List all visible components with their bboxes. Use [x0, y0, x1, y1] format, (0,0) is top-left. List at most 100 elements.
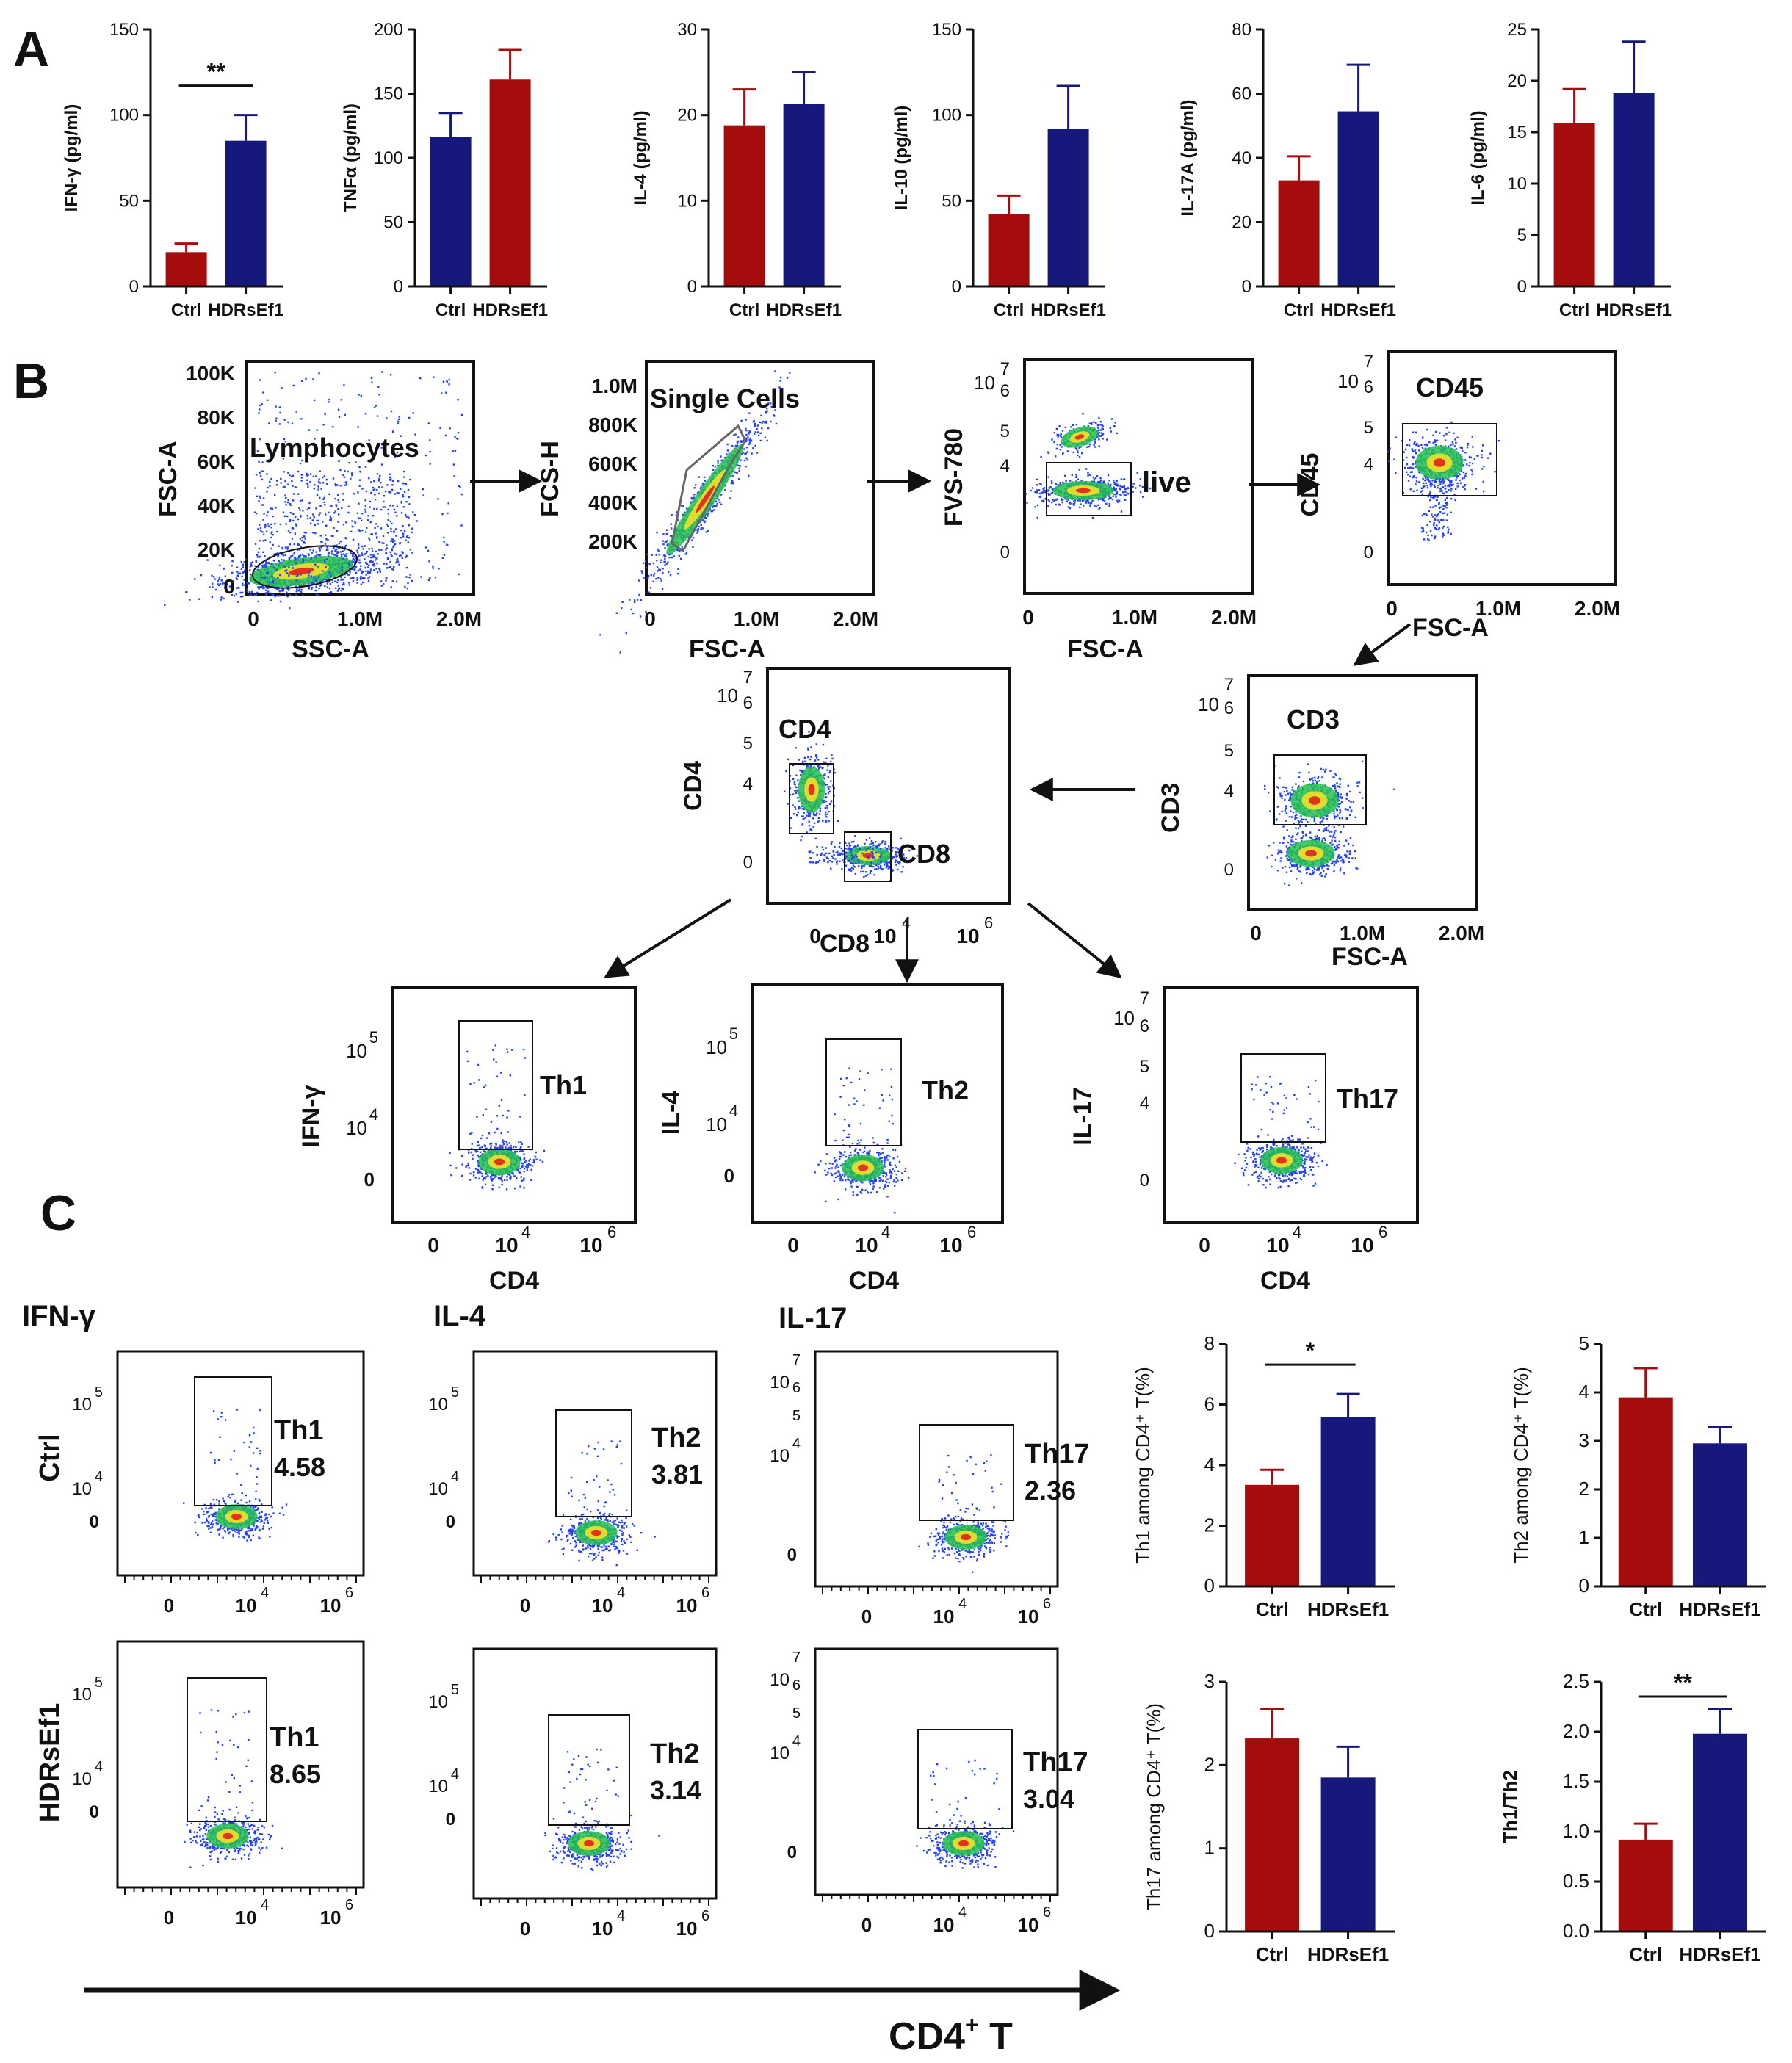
c-header-il17: IL-17	[778, 1302, 847, 1334]
y-tick-label: 7	[1000, 359, 1010, 379]
x-tick-label: 4	[958, 1596, 967, 1612]
y-tick-label: 25	[1507, 20, 1527, 40]
subset-gate	[548, 1714, 630, 1826]
plot-frame	[751, 983, 1004, 1224]
density-peak	[1309, 796, 1320, 805]
y-tick-label: 4	[1140, 1094, 1149, 1113]
x-tick-label: 4	[261, 1585, 269, 1601]
bar-ctrl	[430, 137, 472, 286]
y-tick-label: 6	[743, 693, 753, 713]
subset-gate	[458, 1020, 533, 1150]
y-tick-label: 0	[1204, 1920, 1215, 1942]
x-tick-label: 0	[427, 1234, 439, 1257]
sparse-events	[563, 1748, 619, 1815]
x-axis-label: FSC-A	[1332, 943, 1408, 971]
bar-ctrl	[1553, 123, 1595, 286]
plot-frame	[814, 1350, 1059, 1588]
gate-label: CD45	[1416, 372, 1484, 402]
density-peak	[696, 485, 715, 513]
subset-label: Th2	[651, 1423, 701, 1453]
single-cell-gate	[671, 424, 747, 553]
x-tick-label: 10	[1351, 1234, 1373, 1257]
y-tick-label: 7	[1364, 352, 1373, 372]
x-tick-label: 4	[902, 914, 911, 932]
y-axis-label: TNFα (pg/ml)	[341, 104, 361, 212]
x-tick-label: 10	[676, 1918, 698, 1940]
density-peak	[808, 784, 815, 795]
y-axis-label: Th1/Th2	[1499, 1770, 1521, 1843]
y-tick-label: 0	[1000, 543, 1010, 563]
y-tick-label: 0.5	[1563, 1870, 1589, 1892]
gate-label: Single Cells	[650, 383, 800, 413]
bar-hdrsef1	[489, 79, 531, 286]
y-tick-label: 100	[109, 106, 139, 126]
category-label: HDRsEf1	[208, 300, 283, 320]
density-peak	[960, 1533, 972, 1541]
density-peak	[1276, 1157, 1287, 1164]
x-tick-label: 10	[579, 1234, 602, 1257]
y-tick-label: 5	[1517, 225, 1527, 245]
y-tick-label: 0	[90, 1802, 99, 1822]
x-tick-label: 0	[520, 1918, 530, 1940]
x-tick-label: 6	[1043, 1904, 1051, 1921]
y-tick-label: 1.0	[1563, 1820, 1589, 1842]
y-tick-label: 0	[1579, 1575, 1589, 1597]
sparse-events	[1251, 1076, 1320, 1142]
density-peak	[494, 1158, 505, 1166]
y-tick-label: 15	[1507, 123, 1527, 142]
bar-hdrsef1	[1047, 129, 1089, 286]
y-tick-label: 4	[1204, 1453, 1215, 1475]
y-tick-label: 4	[451, 1469, 459, 1485]
subset-percentage: 2.36	[1025, 1475, 1076, 1506]
significance-marker: **	[207, 59, 225, 85]
y-tick-label: 60K	[198, 450, 235, 473]
y-tick-label: 10	[428, 1777, 448, 1796]
y-tick-label: 4	[451, 1766, 459, 1782]
lymphocyte-gate	[251, 545, 358, 589]
y-tick-label: 20K	[198, 538, 235, 561]
x-tick-label: 10	[592, 1594, 613, 1616]
y-tick-label: 10	[770, 1670, 790, 1690]
x-tick-label: 10	[1018, 1914, 1039, 1936]
bar-chart-4: Ctrl HDRsEf1 0 20 40 60 80 IL-17A (pg/ml)	[1178, 20, 1396, 320]
bar-chart-2: Ctrl HDRsEf1 0 10 20 30 IL-4 (pg/ml)	[631, 20, 842, 320]
gating-plot-cd45: CD45 0 1.0M 2.0M FSC-A 107 6 5 4 0 CD45	[1296, 350, 1620, 642]
sparse-events	[1421, 477, 1453, 541]
category-label: Ctrl	[1629, 1598, 1662, 1620]
category-label: HDRsEf1	[1596, 300, 1672, 320]
cd3-gate	[1273, 754, 1367, 825]
x-tick-label: 10	[873, 925, 896, 947]
plot-frame	[1387, 350, 1617, 586]
plot-frame	[391, 986, 637, 1224]
cd45-gate	[1402, 423, 1497, 496]
subset-label: Th17	[1023, 1747, 1088, 1778]
subset-label: Th2	[650, 1738, 700, 1769]
category-label: Ctrl	[171, 300, 201, 320]
y-tick-label: 10	[706, 1113, 727, 1135]
bar-hdrsef1	[1320, 1777, 1376, 1932]
y-tick-label: 6	[1364, 377, 1373, 397]
x-tick-label: 0	[164, 1907, 174, 1929]
x-tick-label: 6	[345, 1585, 353, 1601]
y-tick-label: 4	[792, 1436, 801, 1452]
cd4-gate	[789, 763, 834, 834]
density-peak	[862, 853, 874, 859]
arrow-cd4-to-th1	[604, 898, 732, 978]
y-axis-label: FSC-A	[154, 441, 182, 517]
density-peak	[590, 1529, 602, 1536]
y-tick-label: 200	[374, 20, 403, 40]
density-peak	[288, 567, 314, 576]
x-tick-label: 0	[644, 607, 656, 630]
plot-frame	[472, 1647, 718, 1900]
x-axis-label: FSC-A	[1412, 614, 1489, 642]
x-axis-label: FSC-A	[689, 635, 765, 663]
panel-label-c: C	[40, 1185, 76, 1241]
y-tick-label: 5	[792, 1408, 801, 1424]
y-tick-label: 4	[743, 774, 753, 794]
category-label: Ctrl	[729, 300, 759, 320]
x-tick-label: 10	[939, 1234, 962, 1257]
bar-chart-6: Ctrl HDRsEf1 0 2 4 6 8 Th1 among CD4⁺ T(%) *	[1132, 1332, 1395, 1620]
y-tick-label: 10	[706, 1036, 727, 1058]
